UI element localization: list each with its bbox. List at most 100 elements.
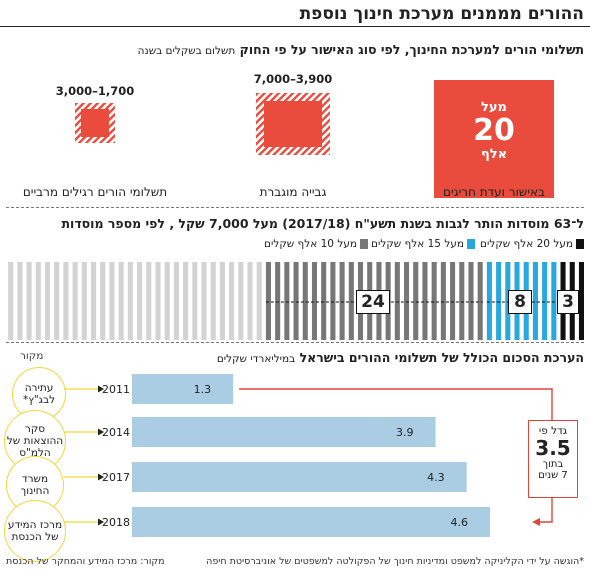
institution-stripe xyxy=(578,262,584,340)
legend-item-10k: מעל 10 אלף שקלים xyxy=(264,238,368,250)
growth-callout: גדל פי 3.5 בתוך 7 שנים xyxy=(528,420,578,498)
footer-note: *הוגשה על ידי הקליניקה למשפט ומדיניות חי… xyxy=(206,556,584,567)
institution-stripe xyxy=(348,262,354,340)
institution-stripe-other xyxy=(17,262,23,340)
institution-stripe xyxy=(404,262,410,340)
footer-source: מקור: מרכז המידע והמחקר של הכנסת xyxy=(6,556,165,567)
institution-stripe xyxy=(413,262,419,340)
regular-payment-box xyxy=(75,103,115,143)
year-label: 2014 xyxy=(102,426,130,439)
growth-connector-top xyxy=(239,388,553,420)
institution-stripe xyxy=(394,262,400,340)
institution-stripe xyxy=(532,262,538,340)
section3-title-text: הערכת הסכום הכולל של תשלומי ההורים בישרא… xyxy=(299,350,584,365)
exemption-box-top: מעל xyxy=(481,100,507,115)
section1-title-text: תשלומי הורים למערכת החינוך, לפי סוג האיש… xyxy=(239,42,584,57)
regular-payment-range: 3,000–1,700 xyxy=(55,84,135,98)
legend-swatch-black xyxy=(576,239,584,249)
institution-stripe xyxy=(486,262,492,340)
institution-stripe-other xyxy=(137,262,143,340)
section2-title: ל־63 מוסדות הותר לגבות בשנת תשע"ח (2017/… xyxy=(61,216,585,231)
institution-stripe-other xyxy=(192,262,198,340)
institution-stripe xyxy=(440,262,446,340)
institution-stripe-other xyxy=(91,262,97,340)
institution-stripe-other xyxy=(247,262,253,340)
institution-stripe-other xyxy=(256,262,262,340)
source-arrowhead xyxy=(98,473,104,481)
institution-stripe-other xyxy=(219,262,225,340)
institution-stripe-other xyxy=(183,262,189,340)
institution-stripe-other xyxy=(164,262,170,340)
category-label-exemption: באישור ועדת חריגים xyxy=(443,185,545,199)
section3-unit: במיליארדי שקלים xyxy=(216,353,296,365)
institution-stripe-other xyxy=(44,262,51,340)
source-header: מקור xyxy=(20,350,44,362)
payment-bar xyxy=(132,417,436,447)
institution-stripe-other xyxy=(81,262,87,340)
institution-stripe-other xyxy=(127,262,133,340)
exemption-box-bottom: אלף xyxy=(480,147,508,162)
payments-bar-chart: 1.3 2011 3.9 2014 4.3 2017 4.6 2018 xyxy=(64,374,553,537)
year-label: 2018 xyxy=(102,516,130,529)
growth-line3: 7 שנים xyxy=(538,470,568,481)
payment-bar-value: 4.6 xyxy=(451,516,469,529)
institution-stripe-other xyxy=(118,262,124,340)
count-label-15k: 8 xyxy=(508,290,532,314)
institution-stripe-other xyxy=(173,262,179,340)
increased-collection-core xyxy=(264,101,322,147)
legend-label-20k: מעל 20 אלף שקלים xyxy=(480,238,573,250)
institution-stripe-other xyxy=(8,262,14,340)
institution-stripe xyxy=(431,262,437,340)
page-title: ההורים מממנים מערכת חינוך נוספת xyxy=(299,4,584,24)
growth-value: 3.5 xyxy=(535,436,571,460)
legend-swatch-gray xyxy=(360,239,368,249)
institution-stripe-other xyxy=(109,262,115,340)
growth-line1: גדל פי xyxy=(538,425,568,437)
institution-stripe-other xyxy=(26,262,32,340)
section3-title: הערכת הסכום הכולל של תשלומי ההורים בישרא… xyxy=(217,350,584,365)
payment-bar xyxy=(132,462,467,492)
category-label-increased: גבייה מוגברת xyxy=(259,185,327,199)
legend-item-20k: מעל 20 אלף שקלים xyxy=(480,238,584,250)
institution-stripe xyxy=(496,262,502,340)
institution-stripe xyxy=(477,262,483,340)
institution-stripe xyxy=(293,262,299,340)
institution-stripe xyxy=(284,262,290,340)
institution-stripe xyxy=(450,262,456,340)
growth-connector-bottom xyxy=(540,496,553,523)
source-arrowhead xyxy=(98,518,104,526)
increased-collection-range: 7,000–3,900 xyxy=(253,72,333,86)
year-label: 2011 xyxy=(102,383,130,396)
count-label-20k: 3 xyxy=(557,290,579,314)
payment-bar-value: 4.3 xyxy=(427,471,445,484)
institution-stripe-other xyxy=(210,262,216,340)
legend-item-15k: מעל 15 אלף שקלים xyxy=(371,238,475,250)
divider-1 xyxy=(6,207,584,208)
institution-stripe xyxy=(330,262,336,340)
institution-stripe xyxy=(265,262,271,340)
institution-stripe xyxy=(459,262,465,340)
institution-stripe-other xyxy=(72,262,78,340)
institution-stripe xyxy=(339,262,345,340)
institution-stripe xyxy=(302,262,308,340)
source-arrowhead xyxy=(98,428,104,436)
institution-stripe xyxy=(542,262,548,340)
institution-stripe xyxy=(321,262,327,340)
institution-stripe-other xyxy=(238,262,244,340)
institution-stripe xyxy=(275,262,281,340)
institution-stripe-other xyxy=(63,262,69,340)
payment-bar xyxy=(132,507,490,537)
regular-payment-core xyxy=(81,109,109,137)
institution-stripe xyxy=(422,262,428,340)
increased-collection-box xyxy=(256,93,330,155)
legend-swatch-blue xyxy=(467,239,475,249)
growth-arrowhead xyxy=(532,518,540,526)
institution-stripe xyxy=(551,262,557,340)
institution-stripe-other xyxy=(201,262,207,340)
institution-stripe-other xyxy=(35,262,41,340)
exemption-box-value: 20 xyxy=(473,113,515,148)
count-label-10k: 24 xyxy=(356,290,390,314)
institution-stripe-other xyxy=(155,262,161,340)
institution-stripe xyxy=(468,262,474,340)
institution-stripe-other xyxy=(146,262,152,340)
